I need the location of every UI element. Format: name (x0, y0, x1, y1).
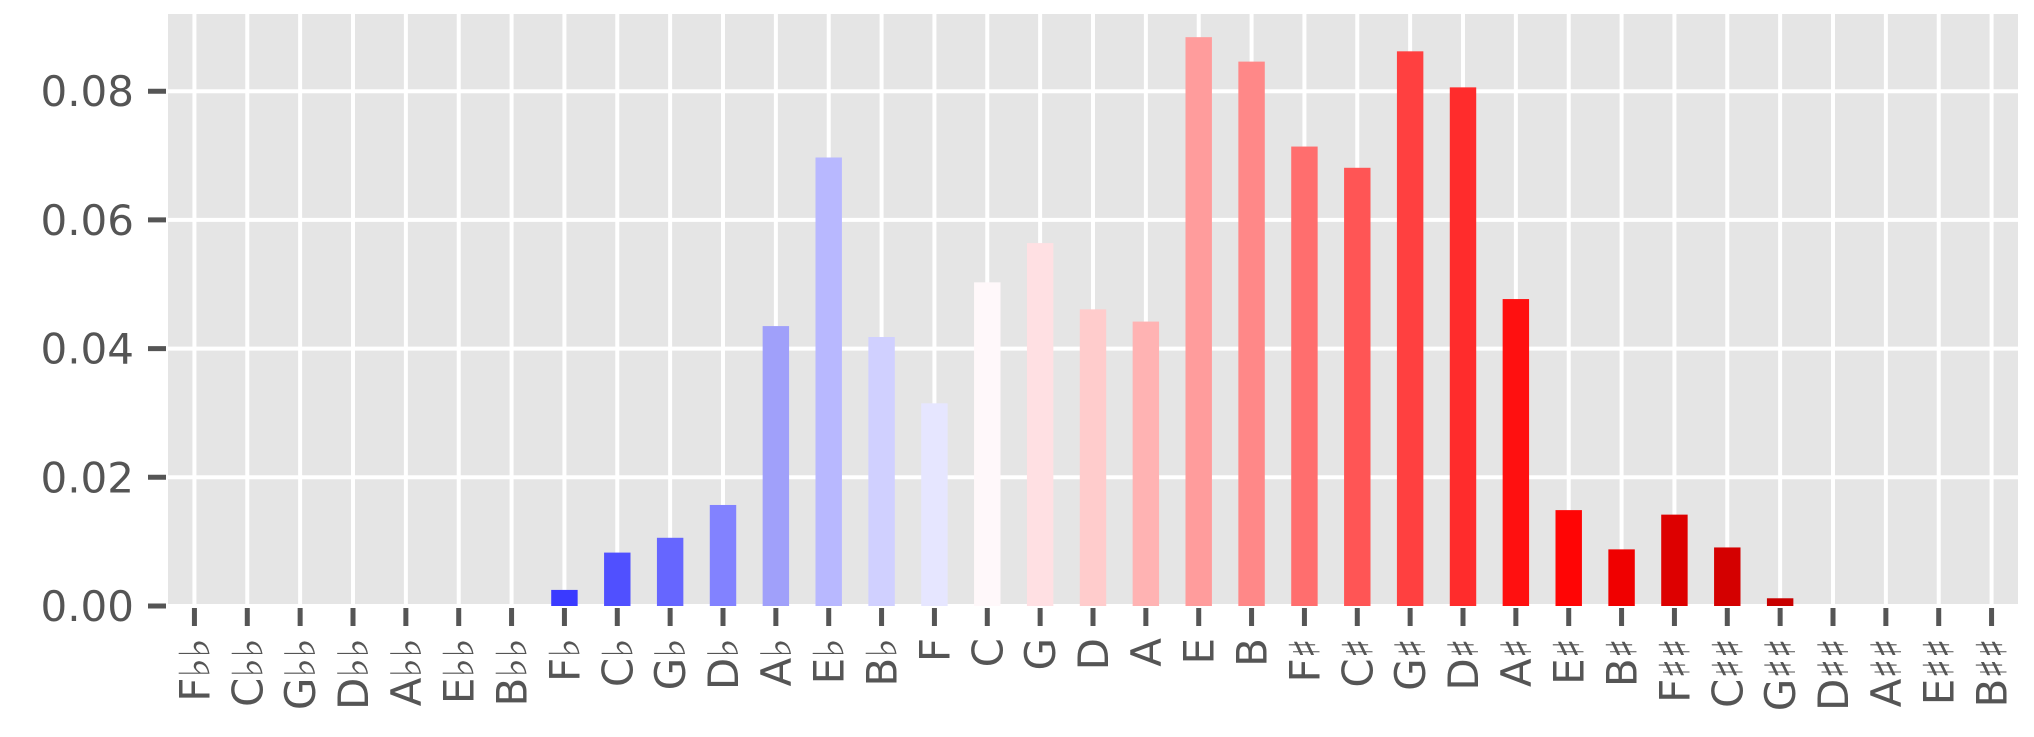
x-tick-label: F♯♯ (1650, 638, 1699, 703)
x-tick-label: G♭ (646, 638, 695, 690)
bar-16 (1026, 243, 1054, 607)
bar-19 (1185, 37, 1212, 606)
x-tick-label: C♭ (593, 638, 642, 687)
bar-14 (921, 403, 948, 606)
x-tick-label: B♯ (1598, 638, 1647, 687)
bar-22 (1344, 167, 1371, 606)
x-tick-label: C♯♯ (1703, 638, 1752, 708)
x-tick-label: D (1069, 638, 1118, 670)
x-axis: F♭♭ C♭♭ G♭♭ D♭♭ A♭♭ E♭♭ B♭♭ F♭ C♭ G♭ D♭ A♭ E♭ B♭ F C G D A… (170, 608, 2017, 711)
y-tick-label: 0.00 (40, 582, 134, 631)
x-tick-label: E (1175, 638, 1224, 665)
x-tick-label: A♯ (1492, 638, 1541, 687)
x-tick-label: F♭ (540, 638, 589, 682)
x-tick-label: B♭♭ (488, 638, 537, 706)
x-tick-label: A♭♭ (382, 638, 431, 706)
bar-12 (815, 157, 842, 606)
bar-25 (1502, 299, 1530, 606)
x-tick-label: F (910, 638, 959, 662)
bar-29 (1714, 547, 1741, 606)
x-tick-label: D♯ (1439, 638, 1488, 691)
x-tick-label: D♭ (699, 638, 748, 690)
x-tick-label: D♭♭ (329, 638, 378, 710)
x-tick-label: F♭♭ (170, 638, 219, 702)
x-tick-label: F♯ (1280, 638, 1329, 682)
x-tick-label: A♭ (752, 638, 801, 687)
bar-27 (1608, 549, 1635, 606)
bar-13 (868, 337, 895, 606)
bar-15 (974, 282, 1001, 606)
bar-30 (1766, 598, 1794, 606)
bar-26 (1555, 510, 1582, 606)
x-tick-label: B (1228, 638, 1277, 667)
x-tick-label: E♯ (1545, 638, 1594, 685)
y-tick-label: 0.04 (40, 325, 134, 374)
bar-21 (1291, 146, 1318, 606)
x-tick-label: G♯♯ (1756, 638, 1805, 711)
x-tick-label: E♭♭ (435, 638, 484, 704)
x-tick-label: C♯ (1333, 638, 1382, 688)
x-tick-label: G (1016, 638, 1065, 671)
x-tick-label: E♯♯ (1915, 638, 1964, 705)
x-tick-label: E♭ (805, 638, 854, 684)
x-tick-label: A (1122, 638, 1171, 667)
x-tick-label: C♭♭ (223, 638, 272, 707)
bar-18 (1132, 321, 1160, 606)
bar-10 (709, 504, 737, 606)
bar-20 (1238, 61, 1265, 607)
x-tick-label: G♯ (1386, 638, 1435, 691)
x-tick-label: A♯♯ (1862, 638, 1911, 707)
bars (551, 37, 1794, 607)
bar-7 (551, 589, 578, 606)
bar-11 (762, 326, 790, 606)
bar-23 (1396, 51, 1424, 607)
bar-28 (1661, 514, 1688, 606)
bar-8 (604, 552, 631, 606)
y-tick-label: 0.08 (40, 67, 134, 116)
bar-9 (656, 537, 684, 606)
x-tick-label: C (963, 638, 1012, 667)
x-tick-label: B♯♯ (1968, 638, 2017, 707)
bar-24 (1449, 87, 1477, 607)
y-tick-label: 0.06 (40, 196, 134, 245)
bar-17 (1079, 309, 1107, 606)
y-axis: 0.00 0.02 0.04 0.06 0.08 (40, 67, 166, 631)
x-tick-label: D♯♯ (1809, 638, 1858, 711)
y-tick-label: 0.02 (40, 453, 134, 502)
x-tick-label: G♭♭ (276, 638, 325, 710)
x-tick-label: B♭ (858, 638, 907, 687)
